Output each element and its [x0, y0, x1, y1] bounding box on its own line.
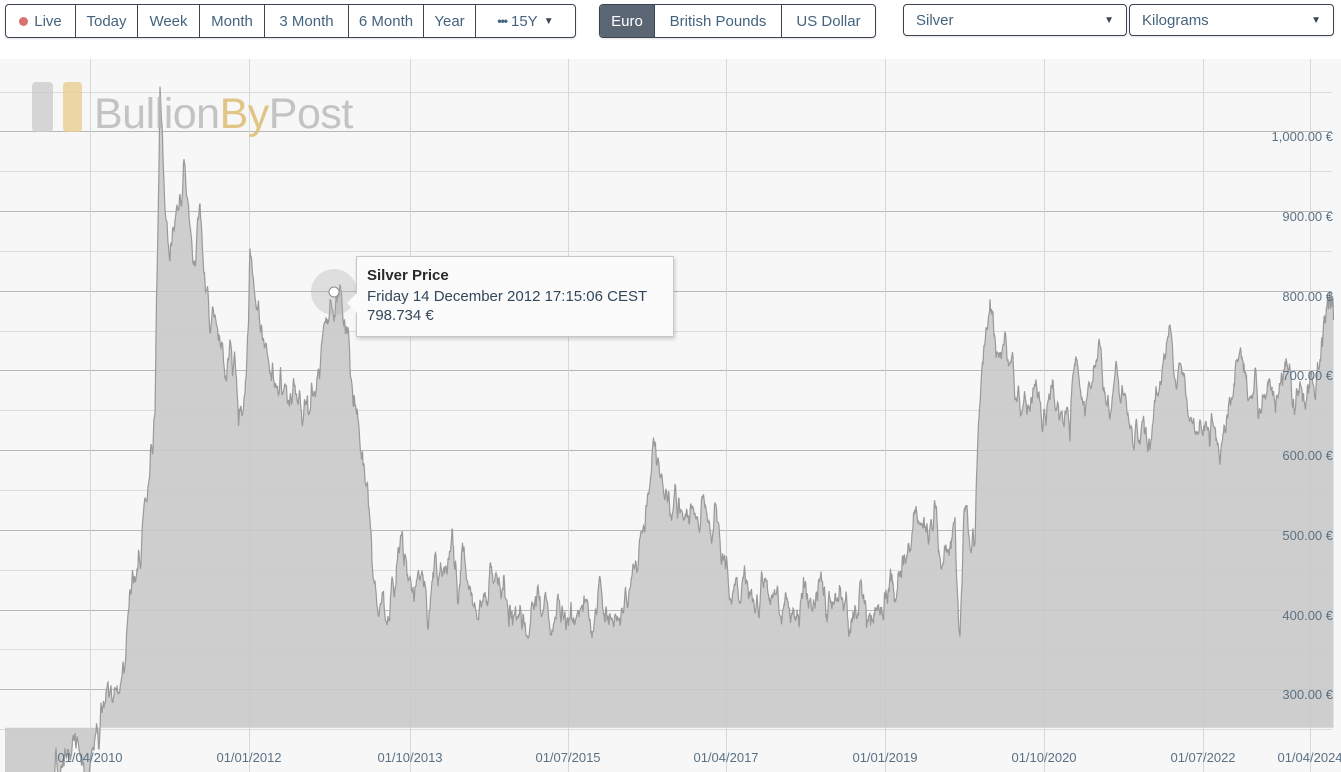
- svg-text:BullionByPost: BullionByPost: [94, 90, 353, 138]
